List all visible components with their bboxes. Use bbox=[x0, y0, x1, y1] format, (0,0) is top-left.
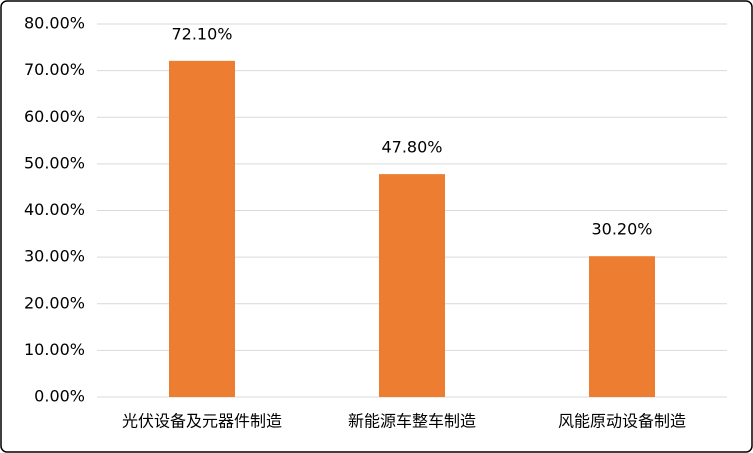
y-tick-label: 20.00% bbox=[24, 293, 85, 312]
bar bbox=[169, 60, 235, 398]
x-tick-label: 光伏设备及元器件制造 bbox=[122, 412, 282, 431]
y-tick-label: 10.00% bbox=[24, 340, 85, 359]
x-tick-label: 新能源车整车制造 bbox=[348, 412, 476, 431]
y-tick-label: 40.00% bbox=[24, 200, 85, 219]
y-tick-label: 80.00% bbox=[24, 14, 85, 33]
y-tick-label: 60.00% bbox=[24, 107, 85, 126]
bar bbox=[589, 256, 655, 397]
y-tick-label: 50.00% bbox=[24, 153, 85, 172]
value-label: 72.10% bbox=[171, 24, 232, 43]
y-tick-label: 70.00% bbox=[24, 60, 85, 79]
y-tick-label: 0.00% bbox=[34, 387, 85, 406]
value-label: 30.20% bbox=[591, 220, 652, 239]
value-label: 47.80% bbox=[381, 138, 442, 157]
y-tick-label: 30.00% bbox=[24, 247, 85, 266]
bar bbox=[379, 174, 445, 397]
x-tick-label: 风能原动设备制造 bbox=[558, 412, 686, 431]
